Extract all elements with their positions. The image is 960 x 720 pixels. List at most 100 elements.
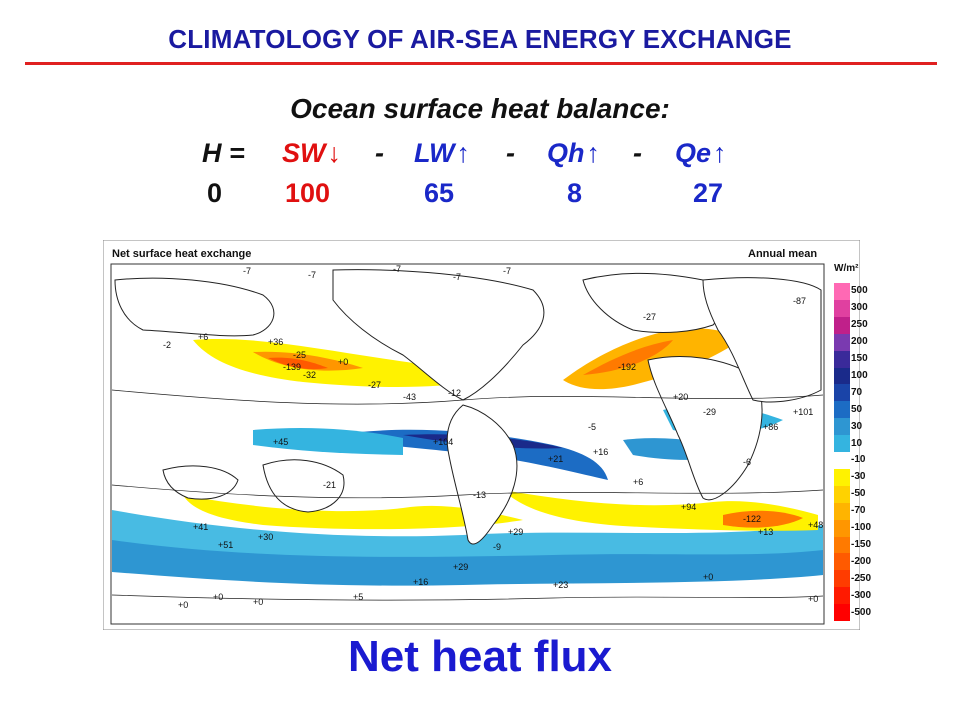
contour-label: -139 xyxy=(283,362,301,372)
contour-label: -9 xyxy=(493,542,501,552)
equation-qh: Qh↑ xyxy=(547,138,600,169)
colorbar-label: -200 xyxy=(851,555,872,567)
colorbar-unit: W/m² xyxy=(834,263,859,274)
qh-label: Qh xyxy=(547,138,585,168)
contour-label: -87 xyxy=(793,296,806,306)
map-frame xyxy=(110,263,825,625)
title-underline xyxy=(25,62,937,65)
map-title: Net surface heat exchange xyxy=(112,248,252,260)
contour-label: +20 xyxy=(673,392,688,402)
colorbar-label: -10 xyxy=(851,454,866,466)
contour-label: +6 xyxy=(198,332,208,342)
equation-h: H = xyxy=(202,138,245,168)
colorbar-swatch xyxy=(834,283,850,301)
colorbar-label: 50 xyxy=(851,403,863,415)
colorbar-swatch xyxy=(834,536,850,554)
colorbar-swatch xyxy=(834,316,850,335)
equation-minus-2: - xyxy=(506,138,515,168)
sw-label: SW xyxy=(282,138,326,168)
equation-heading: Ocean surface heat balance: xyxy=(290,93,670,124)
colorbar-swatch xyxy=(834,502,850,521)
contour-label: +23 xyxy=(553,580,568,590)
slide-title: CLIMATOLOGY OF AIR-SEA ENERGY EXCHANGE xyxy=(168,24,792,54)
colorbar-label: 200 xyxy=(851,336,868,348)
contour-label: -7 xyxy=(503,266,511,276)
contour-label: -27 xyxy=(643,312,656,322)
contour-label: +104 xyxy=(433,437,453,447)
colorbar-swatch xyxy=(834,468,850,487)
value-sw: 100 xyxy=(285,178,331,208)
contour-label: +16 xyxy=(593,447,608,457)
colorbar-swatch xyxy=(834,384,850,402)
equation-minus-3: - xyxy=(633,138,642,168)
contour-label: +29 xyxy=(453,562,468,572)
colorbar-label: -50 xyxy=(851,488,866,500)
contour-label: +41 xyxy=(193,522,208,532)
colorbar-swatch xyxy=(834,401,850,419)
colorbar-swatch xyxy=(834,418,850,436)
contour-label: -21 xyxy=(323,480,336,490)
contour-label: -7 xyxy=(308,270,316,280)
colorbar-swatch xyxy=(834,452,850,470)
value-qh: 8 xyxy=(567,178,583,208)
colorbar xyxy=(834,283,850,622)
contour-label: -13 xyxy=(473,490,486,500)
colorbar-label: -250 xyxy=(851,572,872,584)
equation-sw: SW↓ xyxy=(282,138,341,169)
contour-label: +13 xyxy=(758,527,773,537)
map-period: Annual mean xyxy=(748,248,818,260)
contour-label: +21 xyxy=(548,454,563,464)
contour-label: +0 xyxy=(338,357,348,367)
colorbar-label: 100 xyxy=(851,369,868,381)
contour-label: -32 xyxy=(303,370,316,380)
contour-label: +0 xyxy=(213,592,223,602)
contour-label: -27 xyxy=(368,380,381,390)
lw-label: LW xyxy=(414,138,455,168)
figure-caption: Net heat flux xyxy=(347,632,613,681)
contour-label: -7 xyxy=(393,264,401,274)
up-arrow-icon: ↑ xyxy=(713,138,727,168)
colorbar-label: 150 xyxy=(851,353,868,365)
equation-qe: Qe↑ xyxy=(675,138,727,169)
colorbar-label: -300 xyxy=(851,589,872,601)
heat-flux-map: -7 -7 -7 -7 -7 +6 -2 +36 -25 +0 -32 -27 -43 -12 +45 +10… xyxy=(103,240,860,630)
contour-label: -7 xyxy=(453,272,461,282)
value-qe: 27 xyxy=(693,178,724,208)
colorbar-label: 70 xyxy=(851,386,863,398)
colorbar-swatch xyxy=(834,519,850,537)
contour-label: -43 xyxy=(403,392,416,402)
down-arrow-icon: ↓ xyxy=(327,138,342,168)
colorbar-swatch xyxy=(834,299,850,318)
contour-label: +0 xyxy=(178,600,188,610)
contour-label: +0 xyxy=(253,597,263,607)
contour-label: +0 xyxy=(703,572,713,582)
contour-label: +30 xyxy=(258,532,273,542)
contour-label: -6 xyxy=(743,457,751,467)
contour-label: +101 xyxy=(793,407,813,417)
contour-label: +0 xyxy=(808,594,818,604)
colorbar-label: 300 xyxy=(851,302,868,314)
contour-label: +48 xyxy=(808,520,823,530)
colorbar-label: -70 xyxy=(851,505,866,517)
colorbar-label: -150 xyxy=(851,538,872,550)
colorbar-label: -30 xyxy=(851,471,866,483)
colorbar-swatch xyxy=(834,570,850,588)
contour-label: +5 xyxy=(353,592,363,602)
colorbar-swatch xyxy=(834,587,850,605)
colorbar-label: 30 xyxy=(851,420,863,432)
contour-label: +51 xyxy=(218,540,233,550)
contour-label: +94 xyxy=(681,502,696,512)
equation-minus-1: - xyxy=(375,138,384,168)
contour-label: -122 xyxy=(743,514,761,524)
qe-label: Qe xyxy=(675,138,712,168)
contour-label: -5 xyxy=(588,422,596,432)
contour-label: -12 xyxy=(448,388,461,398)
contour-label: +6 xyxy=(633,477,643,487)
up-arrow-icon: ↑ xyxy=(586,138,601,168)
colorbar-swatch xyxy=(834,333,850,352)
colorbar-label: 500 xyxy=(851,285,868,297)
contour-label: +45 xyxy=(273,437,288,447)
colorbar-swatch xyxy=(834,350,850,368)
contour-label: -7 xyxy=(243,266,251,276)
contour-label: -192 xyxy=(618,362,636,372)
